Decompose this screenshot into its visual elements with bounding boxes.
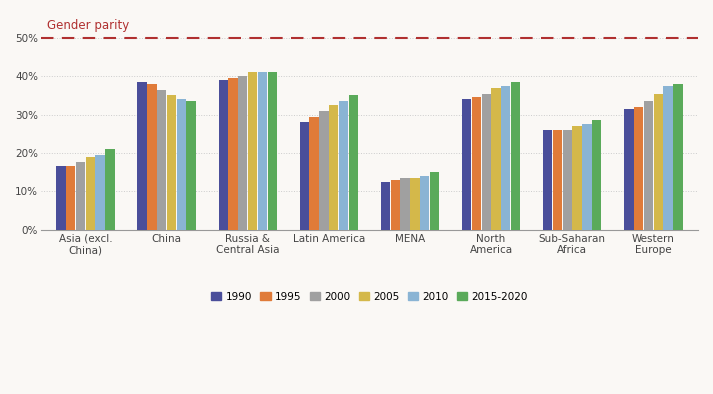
Bar <box>248 72 257 230</box>
Bar <box>462 99 471 230</box>
Bar <box>299 122 309 230</box>
Bar <box>309 117 319 230</box>
Text: Gender parity: Gender parity <box>47 19 130 32</box>
Bar <box>349 95 358 230</box>
Bar <box>634 107 643 230</box>
Bar <box>624 109 634 230</box>
Bar <box>401 178 410 230</box>
Bar <box>592 120 601 230</box>
Bar <box>257 72 267 230</box>
Bar <box>218 80 228 230</box>
Bar <box>673 84 682 230</box>
Bar <box>511 82 520 230</box>
Bar <box>147 84 157 230</box>
Bar <box>420 176 429 230</box>
Bar <box>583 124 592 230</box>
Bar <box>267 72 277 230</box>
Bar <box>157 90 166 230</box>
Bar <box>391 180 400 230</box>
Bar <box>76 162 85 230</box>
Bar <box>167 95 176 230</box>
Bar <box>319 111 329 230</box>
Bar <box>543 130 553 230</box>
Bar <box>177 99 186 230</box>
Bar <box>56 166 66 230</box>
Bar <box>663 86 673 230</box>
Bar <box>238 76 247 230</box>
Bar <box>186 101 195 230</box>
Bar <box>654 93 663 230</box>
Legend: 1990, 1995, 2000, 2005, 2010, 2015-2020: 1990, 1995, 2000, 2005, 2010, 2015-2020 <box>207 288 532 306</box>
Bar <box>472 97 481 230</box>
Bar <box>228 78 237 230</box>
Bar <box>430 172 439 230</box>
Bar <box>501 86 511 230</box>
Bar <box>563 130 572 230</box>
Bar <box>381 182 390 230</box>
Bar <box>138 82 147 230</box>
Bar <box>481 93 491 230</box>
Bar <box>66 166 76 230</box>
Bar <box>410 178 419 230</box>
Bar <box>491 88 501 230</box>
Bar <box>644 101 653 230</box>
Bar <box>553 130 563 230</box>
Bar <box>106 149 115 230</box>
Bar <box>573 126 582 230</box>
Bar <box>86 157 95 230</box>
Bar <box>96 155 105 230</box>
Bar <box>339 101 348 230</box>
Bar <box>329 105 339 230</box>
